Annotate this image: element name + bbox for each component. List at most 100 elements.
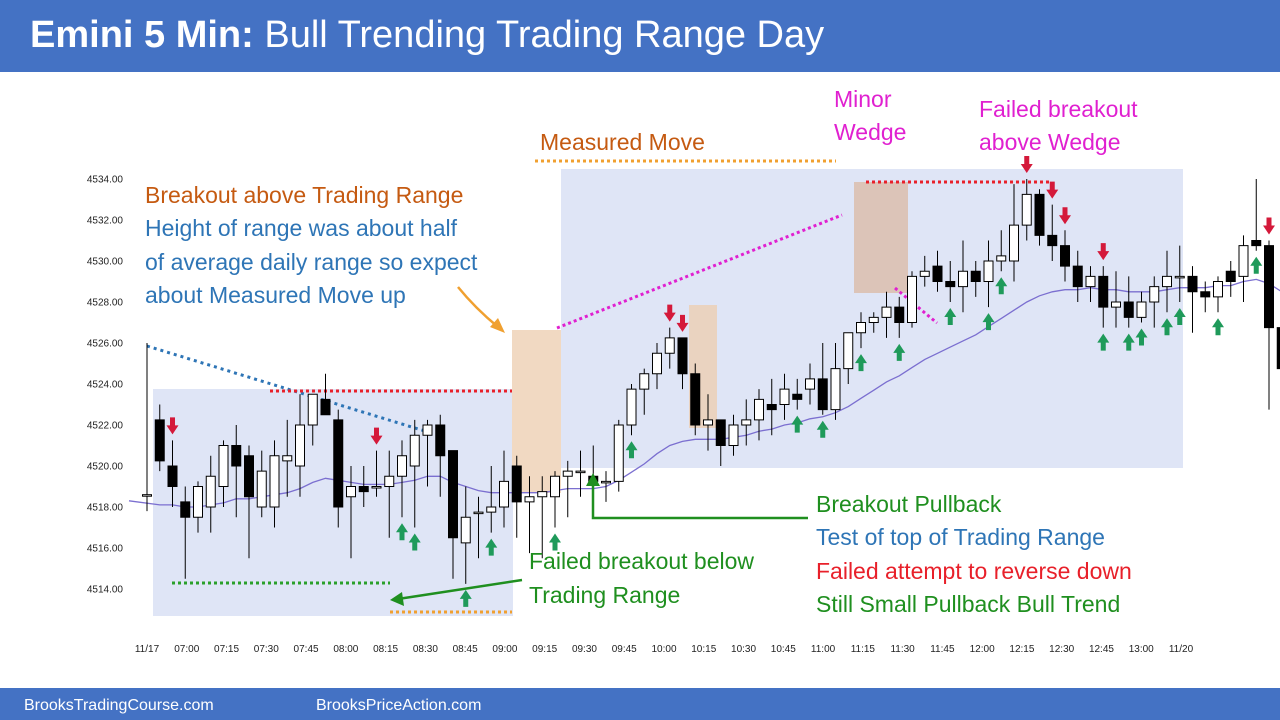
candle-body <box>983 260 994 282</box>
candle-body <box>945 281 956 288</box>
candle <box>856 312 866 349</box>
candle-body <box>894 306 905 323</box>
candle <box>1021 179 1032 241</box>
candle <box>1098 266 1109 328</box>
candle-body <box>1085 275 1096 288</box>
x-tick-label: 11/17 <box>135 644 160 655</box>
y-tick-label: 4518.00 <box>87 503 124 514</box>
candle-body <box>511 465 522 503</box>
candle-body <box>639 373 650 390</box>
x-tick-label: 07:00 <box>174 644 199 655</box>
sell-arrow-icon <box>1020 156 1033 173</box>
buy-arrow-icon <box>485 538 498 556</box>
footer-bar: BrooksTradingCourse.com BrooksPriceActio… <box>0 688 1280 720</box>
candle <box>205 455 216 533</box>
candle-body <box>218 445 229 487</box>
candle <box>193 481 203 533</box>
candle-body <box>193 486 203 518</box>
candle-body <box>282 455 293 462</box>
x-tick-label: 09:15 <box>532 644 557 655</box>
candle-body <box>154 419 165 462</box>
x-tick-label: 10:45 <box>771 644 796 655</box>
sell-arrow-icon <box>1059 207 1071 225</box>
slide-title: Emini 5 Min: Bull Trending Trading Range… <box>30 14 824 57</box>
footer-left-link[interactable]: BrooksTradingCourse.com <box>24 697 214 714</box>
candle-body <box>205 475 216 508</box>
candle-body <box>269 455 280 508</box>
candle <box>435 414 446 497</box>
x-tick-label: 10:00 <box>651 644 676 655</box>
candle-body <box>307 393 318 426</box>
range-height-label-2: of average daily range so expect <box>145 249 478 275</box>
candle-body <box>244 455 254 498</box>
candle-body <box>664 337 675 354</box>
y-tick-label: 4534.00 <box>87 175 124 186</box>
candle-body <box>970 270 981 282</box>
buy-arrow-icon <box>816 420 829 438</box>
y-axis: 4514.00 4516.00 4518.00 4520.00 4522.00 4524.… <box>87 175 124 596</box>
candles <box>142 179 1280 584</box>
x-tick-label: 08:15 <box>373 644 398 655</box>
buy-arrow-icon <box>1173 308 1186 325</box>
footer-right-link[interactable]: BrooksPriceAction.com <box>316 697 482 714</box>
buy-arrow-icon <box>459 589 472 607</box>
x-tick-label: 07:30 <box>254 644 279 655</box>
candle <box>703 394 713 451</box>
candle <box>1123 276 1134 328</box>
candle <box>715 419 726 466</box>
candle <box>256 450 267 518</box>
buy-arrow-icon <box>855 354 867 372</box>
candle <box>945 261 956 302</box>
x-tick-label: 12:45 <box>1089 644 1114 655</box>
candle-body <box>1238 245 1249 277</box>
candle <box>358 466 369 507</box>
buy-arrow-icon <box>625 441 638 459</box>
candle-body <box>1034 193 1045 236</box>
signal-arrows <box>166 156 1275 607</box>
y-tick-label: 4528.00 <box>87 298 124 309</box>
candle-body <box>460 516 471 544</box>
sell-arrow-icon <box>1046 181 1059 199</box>
x-tick-label: 08:00 <box>333 644 358 655</box>
candle-body <box>1276 327 1280 370</box>
candle <box>817 343 828 415</box>
candle-body <box>703 419 713 426</box>
x-tick-label: 11:45 <box>930 644 955 655</box>
candle <box>511 455 522 538</box>
failed-breakout-above-label-2: above Wedge <box>979 129 1121 155</box>
candle-body <box>843 332 854 370</box>
candle <box>741 399 752 446</box>
buy-arrow-icon <box>944 308 957 325</box>
small-pullback-label: Still Small Pullback Bull Trend <box>816 591 1120 617</box>
buy-arrow-icon <box>1097 333 1110 351</box>
candle-body <box>830 368 841 411</box>
pullback-pointer <box>591 482 808 520</box>
candle-body <box>1174 275 1185 279</box>
candle <box>983 240 994 308</box>
candle <box>384 450 395 538</box>
candle-body <box>295 424 305 467</box>
candle <box>1264 240 1274 410</box>
candle <box>409 419 420 528</box>
candle-body <box>550 475 560 498</box>
candle <box>1136 291 1147 323</box>
candle-body <box>677 337 688 375</box>
candle <box>218 440 229 507</box>
candle-body <box>180 501 191 518</box>
candle <box>601 471 611 502</box>
candle <box>1149 276 1160 328</box>
buy-arrow-icon <box>1122 333 1135 351</box>
x-tick-label: 07:45 <box>294 644 319 655</box>
candle <box>830 343 841 420</box>
candle-body <box>1200 291 1211 298</box>
candle <box>1034 189 1045 246</box>
candle-body <box>142 494 152 497</box>
candle-body <box>907 275 917 323</box>
candle-body <box>1213 281 1223 298</box>
candle-body <box>524 496 535 503</box>
candle <box>1009 184 1019 282</box>
sell-arrow-icon <box>1263 217 1275 235</box>
x-tick-label: 12:30 <box>1049 644 1074 655</box>
candle-body <box>881 306 892 318</box>
candle-body <box>613 424 624 482</box>
